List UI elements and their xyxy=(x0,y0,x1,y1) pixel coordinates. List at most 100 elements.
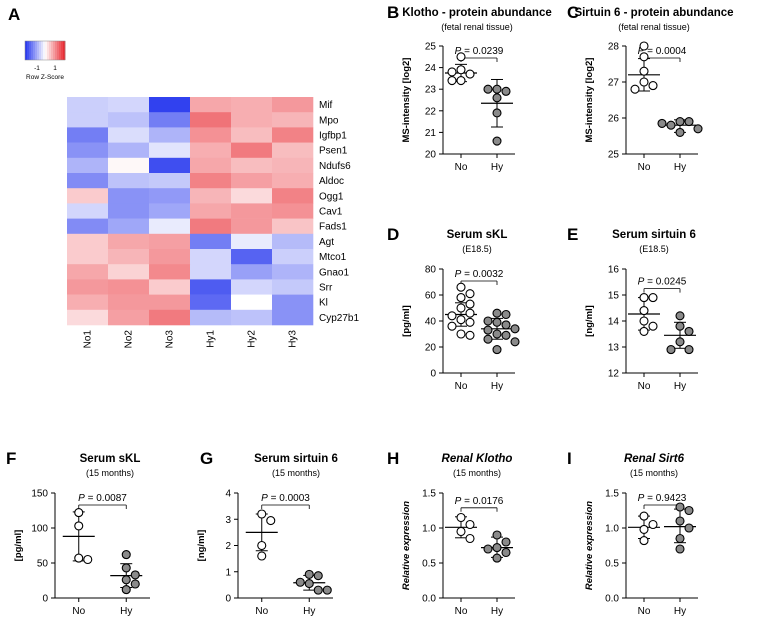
gene-label: Mif xyxy=(319,100,333,111)
data-point xyxy=(483,325,493,335)
y-axis-label: [pg/ml] xyxy=(401,305,412,337)
p-value: = 0.9423 xyxy=(644,493,686,504)
heatmap-cell xyxy=(231,157,273,174)
x-tick-label: No xyxy=(72,606,85,617)
heatmap-cell xyxy=(67,218,109,235)
heatmap-cell xyxy=(108,112,150,128)
heatmap-cell xyxy=(108,233,150,250)
data-point xyxy=(492,345,502,355)
heatmap-cell xyxy=(67,294,109,311)
heatmap-cell xyxy=(231,309,273,326)
panel-letter: B xyxy=(387,3,399,22)
heatmap-cell xyxy=(67,127,109,143)
gene-label: Igfbp1 xyxy=(319,131,347,142)
y-tick-label: 20 xyxy=(425,150,437,161)
data-point xyxy=(295,577,305,587)
heatmap-cell xyxy=(149,142,191,159)
heatmap-cell xyxy=(67,249,109,265)
x-tick-label: No xyxy=(638,162,651,173)
y-tick-label: 12 xyxy=(608,369,620,380)
heatmap-cell xyxy=(190,127,232,143)
data-point xyxy=(304,579,314,589)
gene-label: Mtco1 xyxy=(319,252,347,263)
color-key-cell xyxy=(29,41,32,60)
data-point xyxy=(501,330,511,340)
heatmap-cell xyxy=(67,203,109,219)
data-point xyxy=(675,117,685,127)
data-point xyxy=(675,533,685,544)
chart-title: Serum sirtuin 6 xyxy=(254,453,338,465)
heatmap-cell xyxy=(190,173,232,189)
data-point xyxy=(447,67,457,77)
panel-letter: E xyxy=(567,225,578,244)
heatmap-cell xyxy=(272,264,314,280)
data-point xyxy=(501,537,511,547)
data-point xyxy=(304,569,314,579)
heatmap-cell xyxy=(149,127,191,143)
data-point xyxy=(492,530,502,540)
gene-label: Fads1 xyxy=(319,222,347,233)
data-point xyxy=(456,512,466,523)
data-point xyxy=(675,337,685,347)
heatmap-cell xyxy=(231,294,273,311)
chart-subtitle: (15 months) xyxy=(453,468,501,478)
data-point xyxy=(483,84,493,94)
color-key-cell xyxy=(63,41,66,60)
p-symbol: P xyxy=(455,496,462,507)
data-point xyxy=(456,282,466,292)
heatmap-cell xyxy=(108,97,150,113)
chart-title: Sirtuin 6 - protein abundance xyxy=(574,7,733,19)
heatmap-cell xyxy=(108,279,150,295)
heatmap-cell xyxy=(272,203,314,219)
y-tick-label: 0 xyxy=(42,594,48,605)
heatmap-cell xyxy=(108,309,150,326)
heatmap-cell xyxy=(272,127,314,143)
data-point xyxy=(639,52,649,62)
data-point xyxy=(675,516,685,526)
heatmap-cell xyxy=(67,142,109,159)
y-tick-label: 13 xyxy=(608,343,620,354)
y-tick-label: 26 xyxy=(608,114,620,125)
y-tick-label: 25 xyxy=(608,150,620,161)
y-tick-label: 22 xyxy=(425,106,437,117)
panel-letter: F xyxy=(6,449,16,468)
data-point xyxy=(510,324,520,334)
y-tick-label: 21 xyxy=(425,128,437,139)
data-point xyxy=(492,108,502,118)
data-point xyxy=(648,321,658,331)
y-tick-label: 60 xyxy=(425,291,437,302)
data-point xyxy=(465,317,475,327)
chart-subtitle: (15 months) xyxy=(272,468,320,478)
panel-e: E Serum sirtuin 6 (E18.5) 12 13 14 15 16 No Hy [ng… xyxy=(567,225,698,392)
data-point xyxy=(456,76,466,86)
data-point xyxy=(266,516,276,526)
data-point xyxy=(456,293,466,303)
heatmap-cell xyxy=(190,264,232,280)
y-axis-label: [ng/ml] xyxy=(196,530,207,562)
data-point xyxy=(465,299,475,309)
heatmap-cell xyxy=(67,157,109,174)
p-value-label: P = 0.0032 xyxy=(455,269,504,280)
y-axis-label: [ng/ml] xyxy=(584,305,595,337)
data-point xyxy=(74,521,84,531)
color-key-cell xyxy=(57,41,60,60)
data-point xyxy=(483,316,493,326)
data-point xyxy=(257,551,267,561)
chart-subtitle: (E18.5) xyxy=(462,244,492,254)
data-point xyxy=(666,345,676,355)
x-tick-label: Hy xyxy=(120,606,132,617)
y-tick-label: 0.5 xyxy=(422,559,436,570)
heatmap-cell xyxy=(190,233,232,250)
heatmap-cell xyxy=(272,233,314,250)
color-key-cell xyxy=(25,41,28,60)
y-tick-label: 40 xyxy=(425,317,437,328)
p-symbol: P xyxy=(638,46,645,57)
data-point xyxy=(684,345,694,355)
y-tick-label: 14 xyxy=(608,317,620,328)
x-tick-label: No xyxy=(455,381,468,392)
color-key-cell xyxy=(35,41,38,60)
data-point xyxy=(313,571,323,581)
y-tick-label: 100 xyxy=(31,524,48,535)
sample-label: No2 xyxy=(124,330,135,349)
heatmap-cell xyxy=(190,157,232,174)
